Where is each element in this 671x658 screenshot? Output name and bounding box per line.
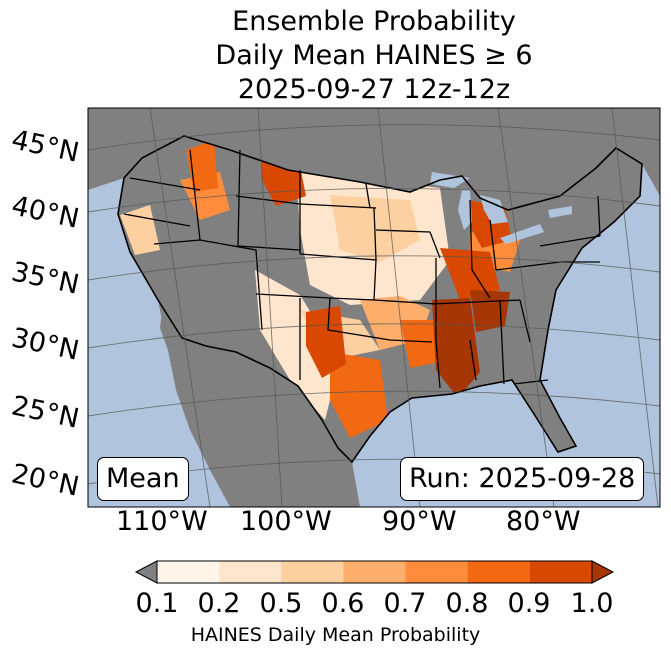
colorbar-tick-4: 0.7 (383, 588, 427, 619)
mean-label-box: Mean (97, 457, 189, 501)
lon-label-80w: 80°W (506, 506, 581, 537)
lon-label-100w: 100°W (240, 506, 332, 537)
lon-label-90w: 90°W (382, 506, 457, 537)
colorbar-tick-6: 0.9 (507, 588, 551, 619)
run-date-box: Run: 2025-09-28 (400, 457, 645, 501)
colorbar-tick-2: 0.5 (259, 588, 303, 619)
colorbar-tick-5: 0.8 (445, 588, 489, 619)
canada-landmass (88, 108, 660, 210)
colorbar-swatch-6 (529, 561, 593, 583)
colorbar-swatch-0 (157, 561, 220, 583)
colorbar-swatch-4 (405, 561, 469, 583)
colorbar-outline (156, 560, 593, 584)
colorbar-label: HAINES Daily Mean Probability (190, 624, 481, 646)
colorbar-swatch-1 (219, 561, 282, 583)
colorbar (134, 560, 615, 584)
state-borders (117, 135, 643, 464)
colorbar-swatch-5 (467, 561, 531, 583)
colorbar-swatch-2 (281, 561, 344, 583)
colorbar-under-arrow (134, 560, 158, 584)
title-line-1: Ensemble Probability (232, 6, 516, 37)
colorbar-swatch-3 (343, 561, 407, 583)
map-frame (87, 107, 661, 508)
colorbar-over-arrow (591, 560, 615, 584)
mexico-landmass (158, 300, 360, 507)
colorbar-tick-3: 0.6 (321, 588, 365, 619)
colorbar-tick-1: 0.2 (197, 588, 241, 619)
baja-california (160, 312, 232, 474)
title-line-2: Daily Mean HAINES ≥ 6 (215, 40, 533, 71)
great-lakes (430, 172, 572, 244)
title-line-3: 2025-09-27 12z-12z (237, 74, 511, 105)
lon-label-110w: 110°W (116, 506, 208, 537)
colorbar-tick-7: 1.0 (570, 588, 614, 619)
colorbar-tick-0: 0.1 (135, 588, 179, 619)
